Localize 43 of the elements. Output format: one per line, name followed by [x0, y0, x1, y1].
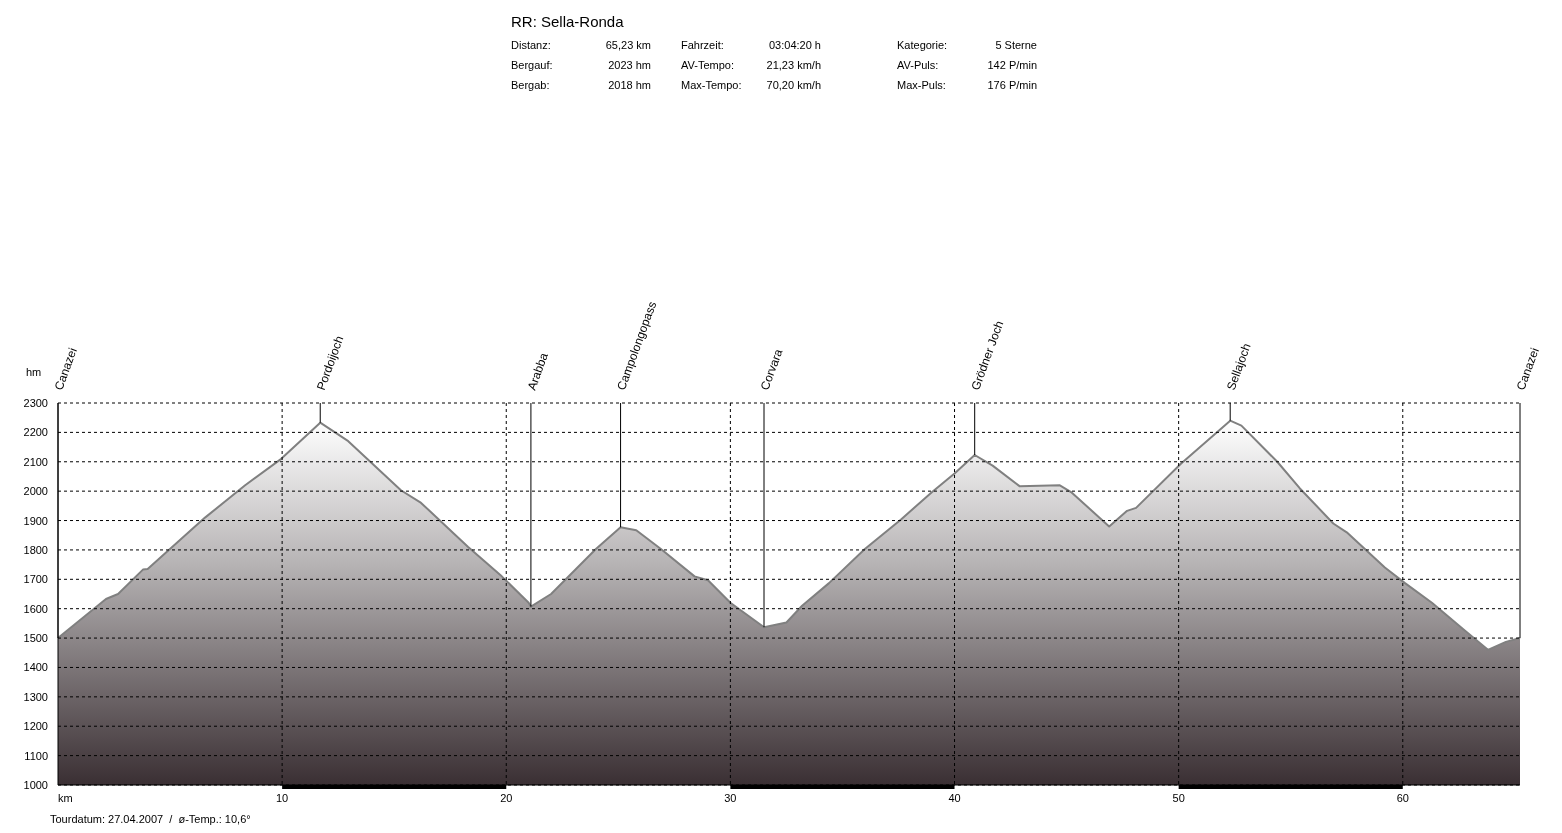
- x-tick-label: 50: [1172, 792, 1185, 804]
- y-tick-label: 2000: [23, 485, 48, 498]
- text: Bergauf:: [511, 59, 553, 71]
- text: 21,23 km/h: [766, 59, 821, 71]
- y-tick-label: 1000: [23, 779, 48, 791]
- text: Max-Tempo:: [681, 79, 742, 91]
- text: Tourdatum: 27.04.2007 / ø-Temp.: 10,6°: [50, 813, 251, 825]
- y-tick-label: 1400: [23, 661, 48, 674]
- x-tick-label: 40: [948, 792, 961, 804]
- y-tick-label: 1600: [23, 602, 48, 615]
- text: 5 Sterne: [995, 39, 1037, 51]
- text: Max-Puls:: [897, 79, 946, 91]
- x-axis-title: km: [58, 792, 73, 804]
- text: 2023 hm: [608, 59, 651, 71]
- x-tick-label: 30: [724, 792, 737, 804]
- x-tick-label: 10: [276, 792, 289, 804]
- x-tick-label: 20: [500, 792, 513, 804]
- text: 2018 hm: [608, 79, 651, 91]
- y-tick-label: 1800: [23, 543, 48, 556]
- y-tick-label: 2200: [23, 426, 48, 439]
- y-tick-label: 1300: [23, 690, 48, 703]
- text: AV-Tempo:: [681, 59, 734, 71]
- text: 70,20 km/h: [766, 79, 821, 91]
- y-tick-label: 1100: [24, 749, 48, 762]
- text: Fahrzeit:: [681, 39, 724, 51]
- text: 65,23 km: [605, 39, 651, 51]
- y-tick-label: 2300: [23, 397, 48, 409]
- y-axis-title: hm: [26, 366, 42, 378]
- text: AV-Puls:: [897, 59, 939, 71]
- ref-line-label: Arabba: [524, 350, 552, 393]
- x-tick-label: 60: [1396, 792, 1409, 804]
- text: 142 P/min: [987, 59, 1037, 71]
- chart-title: RR: Sella-Ronda: [511, 13, 625, 30]
- text: Distanz:: [511, 39, 551, 51]
- y-tick-label: 1700: [23, 573, 48, 586]
- text: Kategorie:: [897, 39, 948, 51]
- text: 03:04:20 h: [769, 39, 821, 51]
- y-tick-label: 1900: [23, 514, 48, 527]
- text: 176 P/min: [987, 79, 1037, 91]
- y-tick-label: 2100: [23, 455, 48, 468]
- y-tick-label: 1200: [23, 720, 48, 733]
- text: Bergab:: [511, 79, 550, 91]
- y-tick-label: 1500: [23, 632, 48, 645]
